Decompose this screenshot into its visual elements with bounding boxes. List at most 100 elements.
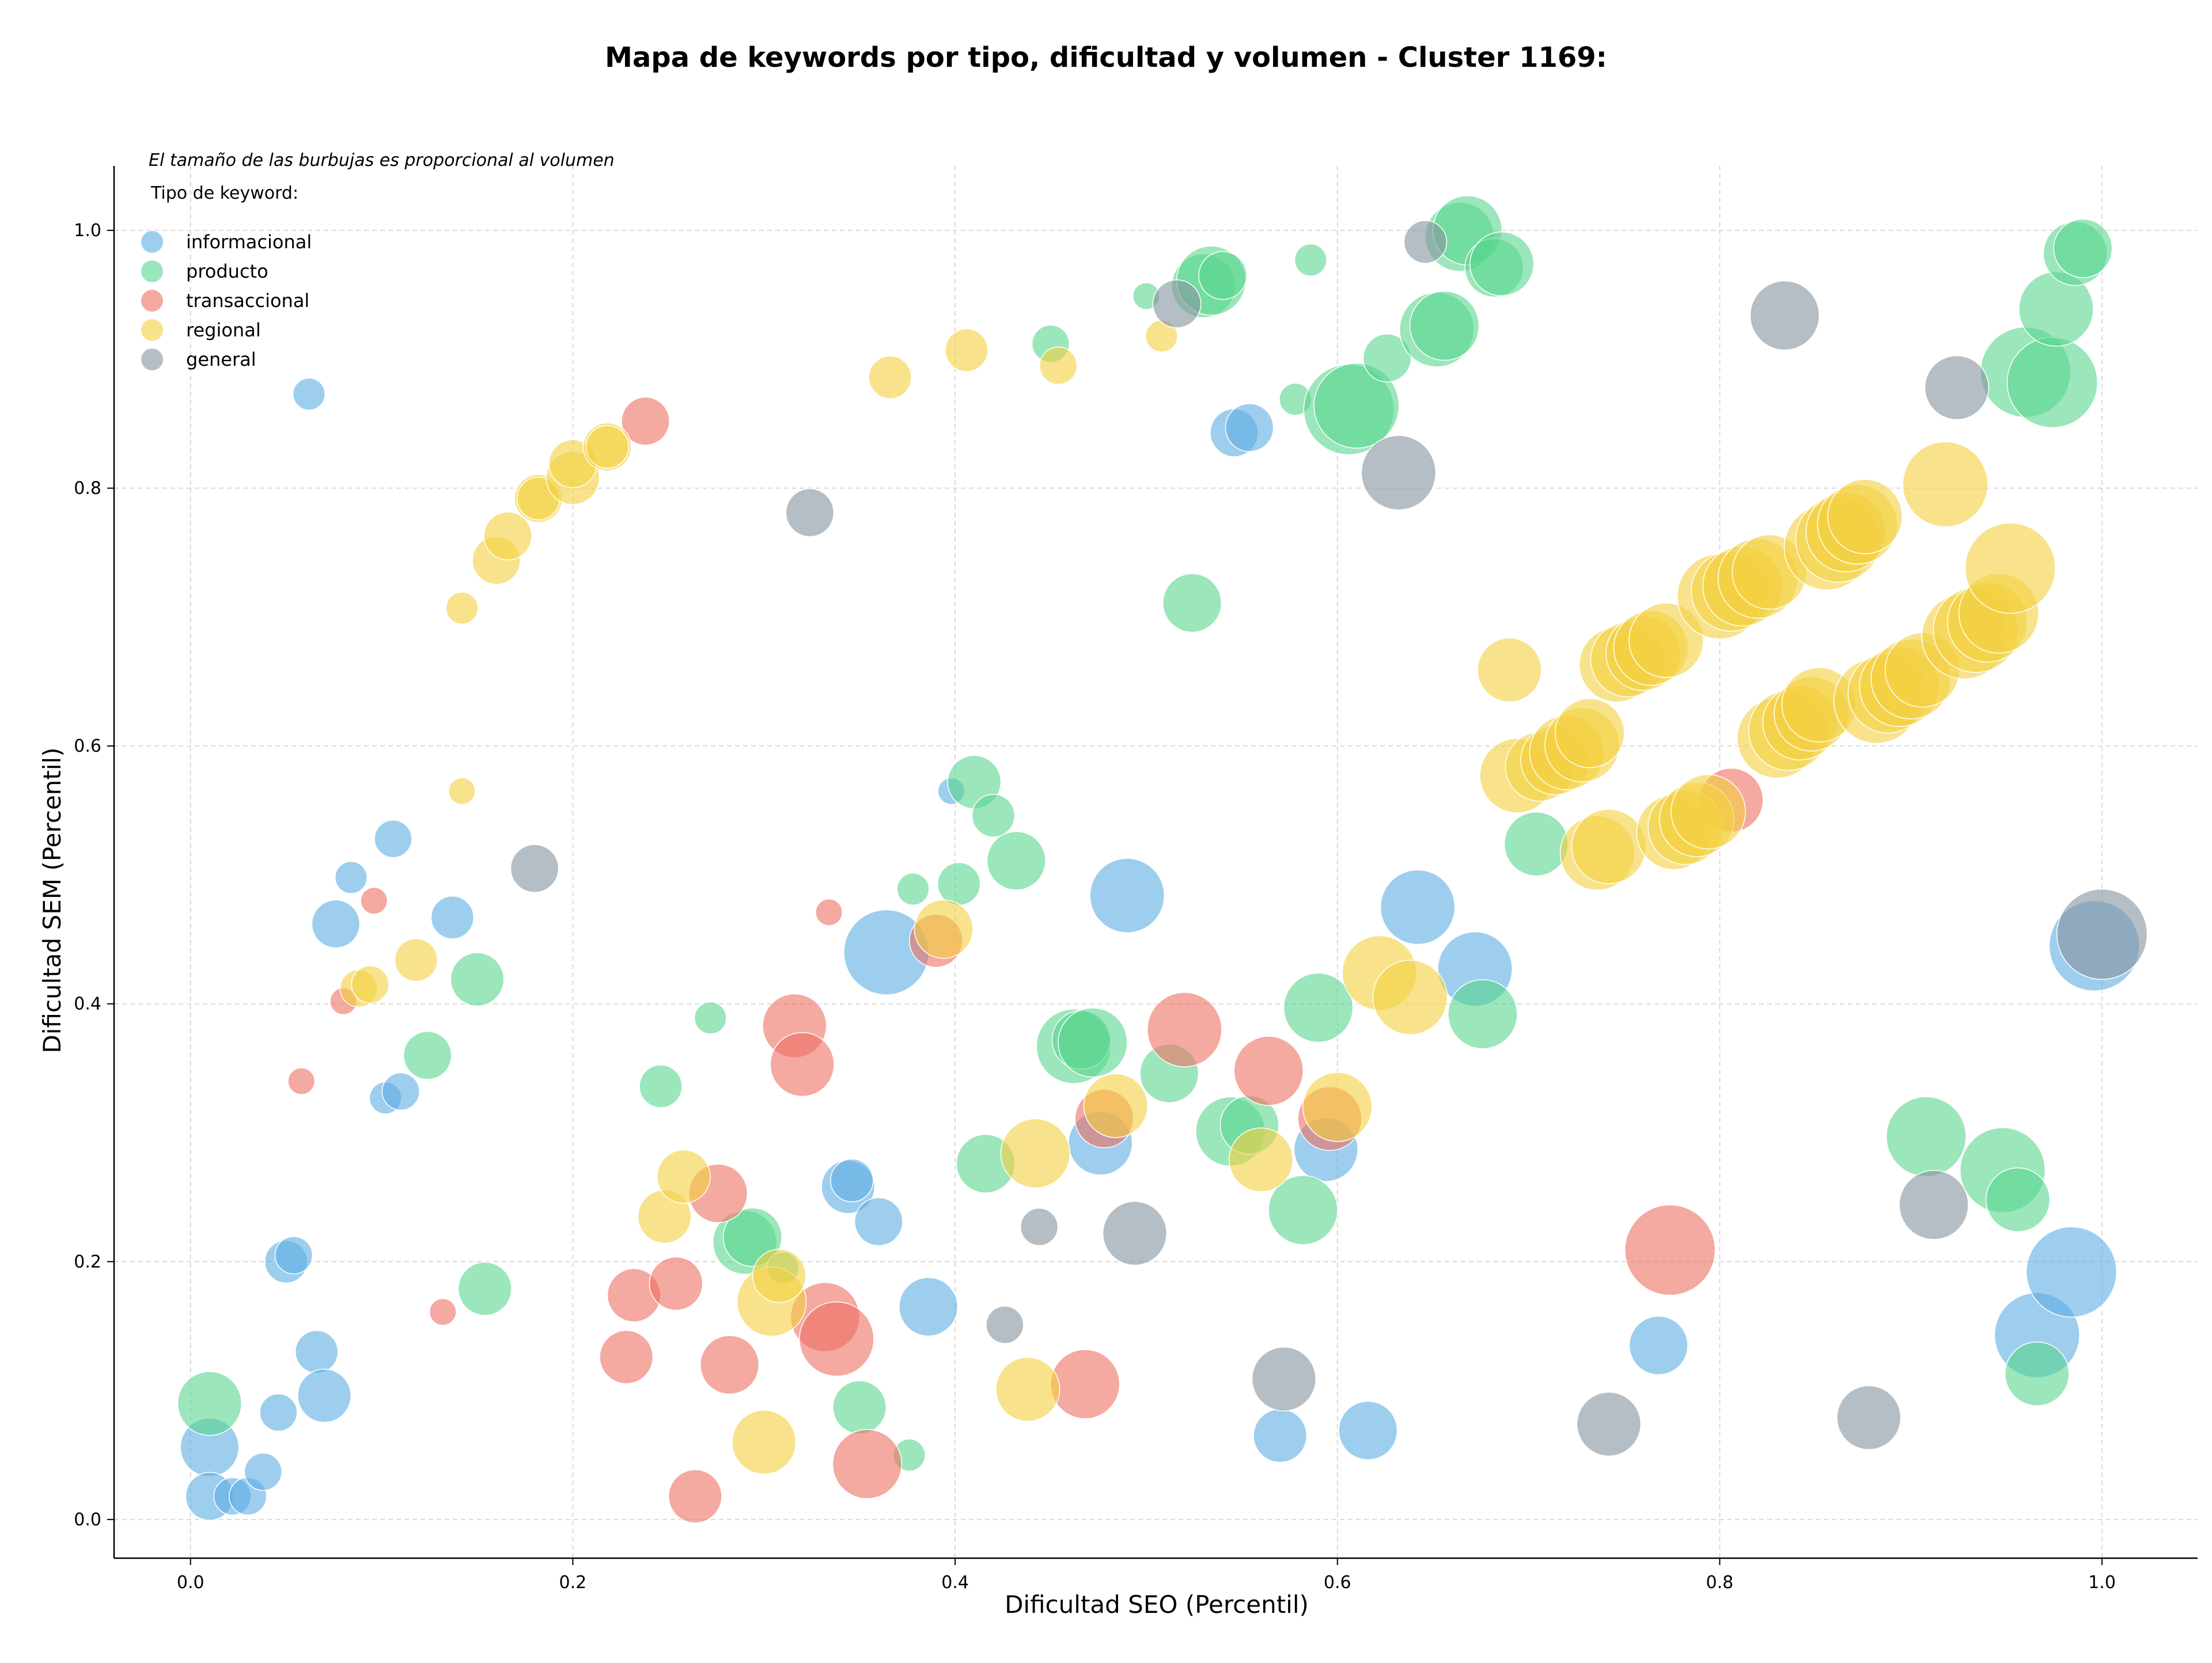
bubble-informacional-29 bbox=[1338, 1400, 1398, 1460]
bubble-transaccional-3 bbox=[429, 1298, 457, 1326]
bubble-regional-19 bbox=[914, 899, 974, 959]
bubble-regional-38 bbox=[1571, 809, 1647, 884]
bubble-producto-14 bbox=[971, 794, 1016, 838]
bubble-informacional-6 bbox=[259, 1393, 298, 1432]
bubble-regional-24 bbox=[1083, 1073, 1148, 1138]
bubble-informacional-19 bbox=[854, 1197, 903, 1247]
bubble-general-8 bbox=[1403, 220, 1448, 264]
bubble-general-4 bbox=[1102, 1200, 1168, 1266]
bubble-regional-18 bbox=[868, 355, 912, 399]
bubble-transaccional-6 bbox=[621, 396, 670, 446]
bubble-producto-32 bbox=[1283, 972, 1354, 1043]
bubble-transaccional-10 bbox=[699, 1335, 760, 1395]
bubble-transaccional-8 bbox=[668, 1469, 722, 1524]
bubble-producto-44 bbox=[1885, 1096, 1967, 1177]
bubble-producto-4 bbox=[639, 1065, 683, 1108]
x-tick-label-3: 0.6 bbox=[1324, 1573, 1351, 1593]
bubble-regional-2 bbox=[394, 938, 438, 982]
bubble-regional-3 bbox=[448, 777, 476, 805]
bubble-informacional-11 bbox=[311, 899, 361, 949]
legend-label-transaccional: transaccional bbox=[186, 290, 309, 312]
y-tick-label-0: 0.0 bbox=[74, 1510, 101, 1530]
chart-title: Mapa de keywords por tipo, dificultad y … bbox=[605, 41, 1607, 74]
bubble-regional-14 bbox=[656, 1149, 711, 1204]
bubble-producto-2 bbox=[450, 952, 505, 1007]
bubble-informacional-32 bbox=[1628, 1316, 1688, 1376]
bubble-regional-4 bbox=[445, 592, 479, 625]
bubble-regional-26 bbox=[1228, 1127, 1294, 1192]
x-tick-label-1: 0.2 bbox=[559, 1573, 587, 1593]
bubble-regional-27 bbox=[1302, 1071, 1373, 1142]
y-tick-label-2: 0.4 bbox=[74, 994, 101, 1014]
bubble-producto-37 bbox=[1409, 290, 1480, 361]
bubble-regional-36 bbox=[1555, 698, 1625, 768]
legend-label-producto: producto bbox=[186, 260, 268, 282]
x-tick-label-2: 0.4 bbox=[941, 1573, 969, 1593]
bubble-producto-48 bbox=[2005, 1341, 2070, 1407]
bubble-producto-43 bbox=[1503, 812, 1569, 877]
y-tick-label-3: 0.6 bbox=[74, 736, 101, 756]
bubble-informacional-8 bbox=[274, 1236, 313, 1275]
y-axis-label: Dificultad SEM (Percentil) bbox=[38, 748, 66, 1054]
bubble-transaccional-0 bbox=[287, 1067, 316, 1095]
legend-title: Tipo de keyword: bbox=[150, 183, 298, 203]
bubble-transaccional-2 bbox=[360, 887, 388, 915]
legend: Tipo de keyword: informacional producto tr… bbox=[141, 183, 312, 370]
series-regional bbox=[339, 319, 2056, 1475]
legend-marker-regional bbox=[141, 319, 163, 341]
bubble-regional-6 bbox=[483, 511, 532, 560]
bubble-producto-1 bbox=[403, 1031, 452, 1080]
series-general bbox=[510, 220, 2148, 1457]
bubble-general-7 bbox=[1361, 435, 1437, 510]
bubble-producto-42 bbox=[1448, 979, 1518, 1050]
bubble-informacional-18 bbox=[830, 1158, 874, 1203]
x-tick-label-5: 1.0 bbox=[2088, 1573, 2116, 1593]
bubble-producto-41 bbox=[1469, 231, 1535, 297]
legend-marker-transaccional bbox=[141, 290, 163, 312]
legend-label-general: general bbox=[186, 348, 256, 370]
bubble-transaccional-16 bbox=[832, 1429, 903, 1499]
bubble-general-14 bbox=[2056, 888, 2148, 980]
bubble-regional-22 bbox=[1000, 1118, 1071, 1189]
bubble-general-1 bbox=[785, 488, 835, 537]
bubble-transaccional-14 bbox=[815, 898, 843, 926]
bubble-regional-21 bbox=[995, 1357, 1060, 1422]
bubble-producto-26 bbox=[1198, 251, 1247, 300]
legend-marker-general bbox=[141, 348, 163, 370]
bubble-producto-46 bbox=[1985, 1167, 2051, 1232]
bubble-general-13 bbox=[1924, 355, 1990, 421]
bubble-general-3 bbox=[1020, 1207, 1059, 1246]
bubble-informacional-5 bbox=[244, 1452, 282, 1491]
bubble-regional-1 bbox=[351, 965, 389, 1004]
x-axis-label: Dificultad SEO (Percentil) bbox=[1005, 1590, 1309, 1619]
bubble-regional-15 bbox=[732, 1410, 797, 1475]
bubble-producto-9 bbox=[832, 1380, 887, 1435]
bubble-regional-29 bbox=[1372, 960, 1448, 1035]
y-tick-label-5: 1.0 bbox=[74, 221, 101, 241]
x-tick-label-0: 0.0 bbox=[177, 1573, 204, 1593]
bubble-size-note: El tamaño de las burbujas es proporciona… bbox=[149, 150, 615, 171]
bubble-regional-73 bbox=[1964, 522, 2056, 614]
x-tick-label-4: 0.8 bbox=[1706, 1573, 1734, 1593]
bubble-regional-20 bbox=[945, 328, 988, 372]
bubble-producto-0 bbox=[177, 1371, 243, 1436]
bubble-producto-23 bbox=[1162, 573, 1222, 633]
bubble-general-9 bbox=[1576, 1392, 1642, 1457]
legend-label-regional: regional bbox=[186, 319, 261, 341]
bubble-producto-34 bbox=[1313, 362, 1400, 449]
legend-items: informacional producto transaccional region… bbox=[141, 231, 312, 370]
grid-layer bbox=[114, 166, 2198, 1558]
bubble-regional-62 bbox=[1827, 479, 1903, 555]
bubble-producto-31 bbox=[1294, 243, 1327, 276]
bubble-informacional-15 bbox=[381, 1072, 420, 1111]
bubble-general-10 bbox=[1749, 280, 1820, 351]
bubble-transaccional-12 bbox=[770, 1032, 835, 1097]
bubble-producto-52 bbox=[2053, 218, 2113, 278]
bubble-producto-30 bbox=[1268, 1175, 1338, 1245]
bubble-informacional-16 bbox=[430, 895, 475, 940]
bubble-informacional-12 bbox=[334, 861, 368, 894]
y-tick-label-4: 0.8 bbox=[74, 478, 101, 498]
bubble-informacional-0 bbox=[292, 377, 326, 411]
bubble-general-6 bbox=[1251, 1346, 1316, 1412]
